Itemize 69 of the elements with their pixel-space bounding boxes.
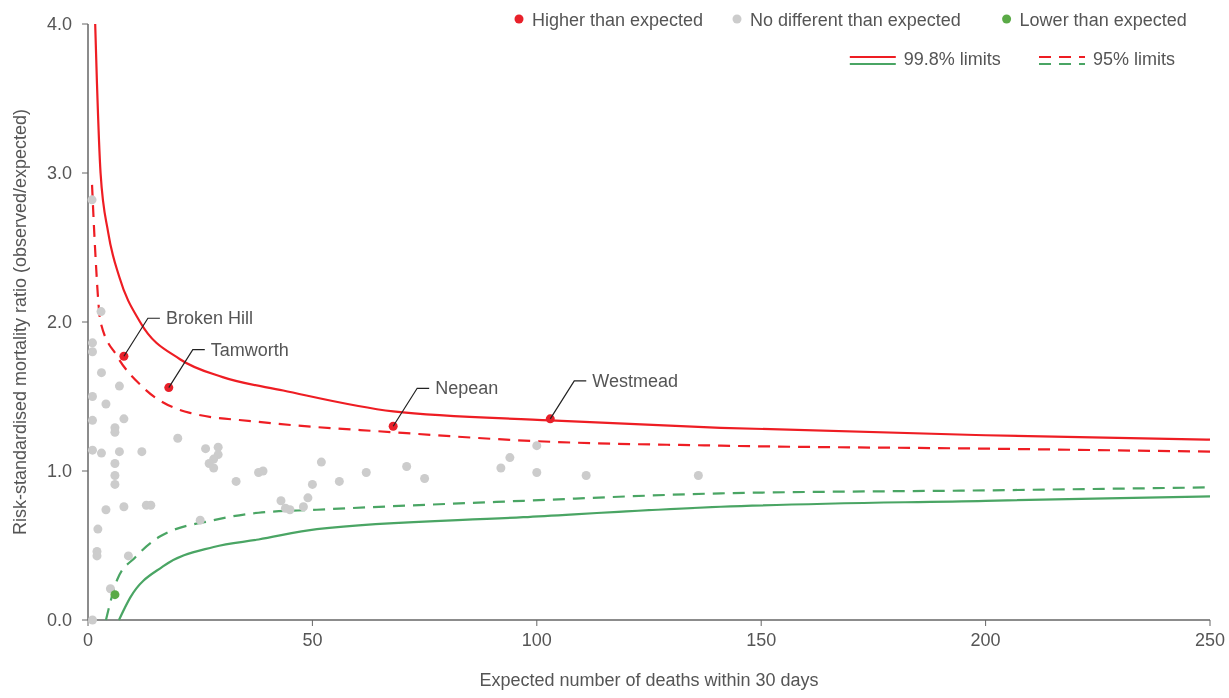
point: [110, 470, 120, 480]
point: [114, 447, 124, 457]
point: [110, 459, 120, 469]
point: [334, 476, 344, 486]
point: [87, 338, 97, 348]
point: [316, 457, 326, 467]
point: [101, 505, 111, 515]
legend-label: No different than expected: [750, 10, 961, 30]
point: [93, 524, 103, 534]
line-series: [90, 183, 1212, 453]
point: [361, 467, 371, 477]
y-axis-title: Risk-standardised mortality ratio (observed/expected): [10, 108, 30, 536]
point: [303, 493, 313, 503]
point: [119, 502, 129, 512]
point: [276, 496, 286, 506]
point: [388, 421, 398, 431]
y-tick-label: 2.0: [46, 312, 72, 332]
point: [195, 515, 205, 525]
point: [137, 447, 147, 457]
y-tick-label: 4.0: [46, 14, 72, 34]
point: [87, 195, 97, 205]
point: [101, 399, 111, 409]
point: [505, 453, 515, 463]
legend-label: Higher than expected: [532, 10, 704, 30]
point: [87, 445, 97, 455]
y-tick-label: 0.0: [46, 610, 72, 630]
point: [96, 307, 106, 317]
point: [307, 479, 317, 489]
point: [532, 467, 542, 477]
point: [496, 463, 506, 473]
point: [201, 444, 211, 454]
x-tick-label: 100: [521, 630, 552, 650]
point: [119, 414, 129, 424]
point: [110, 590, 120, 600]
y-tick-label: 1.0: [46, 461, 72, 481]
x-tick-label: 50: [302, 630, 323, 650]
annotation: Nepean: [435, 378, 499, 399]
point: [105, 584, 115, 594]
legend-label: 99.8% limits: [903, 49, 1001, 69]
x-tick-label: 0: [82, 630, 94, 650]
point: [87, 347, 97, 357]
y-tick-label: 3.0: [46, 163, 72, 183]
x-tick-label: 200: [970, 630, 1001, 650]
point: [231, 476, 241, 486]
legend-label: Lower than expected: [1019, 10, 1187, 30]
point: [96, 368, 106, 378]
annotation: Westmead: [592, 370, 678, 391]
point: [87, 392, 97, 401]
point: [285, 505, 295, 515]
annotation: Tamworth: [210, 339, 289, 360]
point: [209, 463, 219, 473]
x-axis-title: Expected number of deaths within 30 days: [479, 670, 819, 690]
point: [173, 433, 183, 443]
point: [298, 502, 308, 512]
point: [581, 470, 591, 480]
point: [96, 448, 106, 458]
point: [110, 479, 120, 489]
point: [87, 415, 97, 425]
x-tick-label: 250: [1194, 630, 1226, 650]
x-tick-label: 150: [746, 630, 777, 650]
point: [164, 383, 174, 393]
annotation: Broken Hill: [165, 308, 253, 329]
point: [123, 551, 133, 561]
point: [693, 470, 703, 480]
point: [114, 381, 124, 391]
point: [420, 473, 430, 483]
legend-label: 95% limits: [1093, 49, 1176, 69]
point: [532, 441, 542, 451]
point: [402, 462, 412, 472]
